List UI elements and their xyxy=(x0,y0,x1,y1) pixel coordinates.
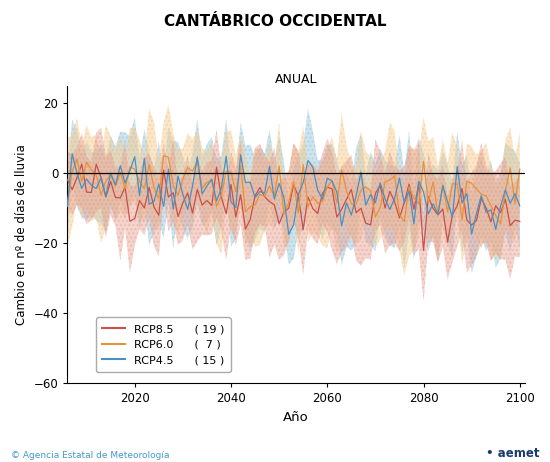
Text: © Agencia Estatal de Meteorología: © Agencia Estatal de Meteorología xyxy=(11,451,169,460)
Title: ANUAL: ANUAL xyxy=(274,73,317,86)
Text: CANTÁBRICO OCCIDENTAL: CANTÁBRICO OCCIDENTAL xyxy=(164,14,386,29)
Y-axis label: Cambio en nº de días de lluvia: Cambio en nº de días de lluvia xyxy=(15,144,28,325)
Text: • aemet: • aemet xyxy=(486,447,539,460)
Legend: RCP8.5      ( 19 ), RCP6.0      (  7 ), RCP4.5      ( 15 ): RCP8.5 ( 19 ), RCP6.0 ( 7 ), RCP4.5 ( 15… xyxy=(96,317,230,372)
X-axis label: Año: Año xyxy=(283,411,309,424)
